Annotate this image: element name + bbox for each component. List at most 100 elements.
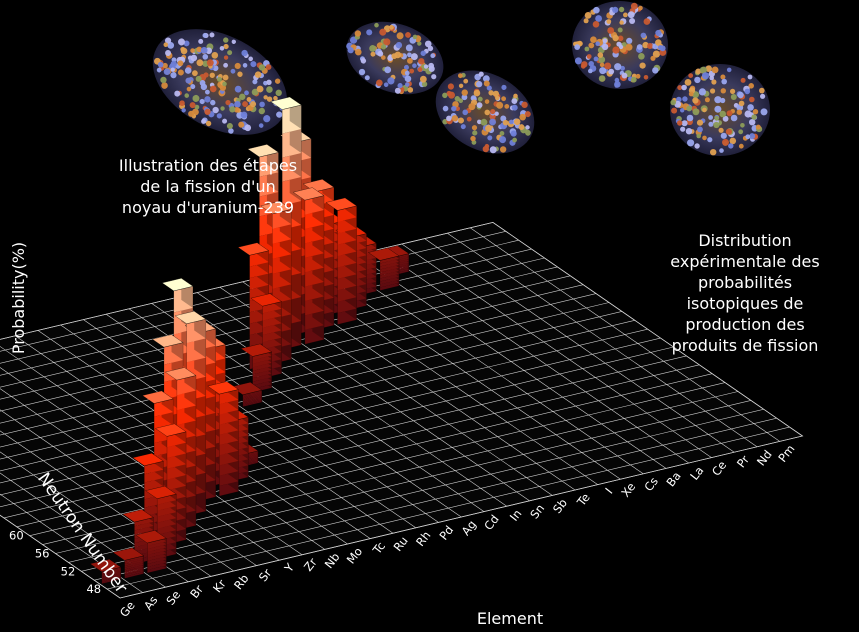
nucleon: [496, 101, 504, 109]
neutron-tick-label: 52: [61, 564, 76, 578]
nucleon: [598, 75, 606, 82]
nucleon: [177, 60, 184, 67]
nucleon: [738, 100, 745, 107]
nucleon: [252, 79, 258, 85]
nucleon: [623, 12, 628, 18]
neutron-tick-label: 60: [9, 529, 24, 543]
nucleon: [478, 71, 484, 77]
element-tick-label: Rh: [413, 528, 433, 549]
bar-face-front: [101, 578, 121, 584]
nucleon: [480, 118, 488, 126]
nucleon: [476, 81, 483, 88]
nucleon: [234, 85, 242, 93]
bar-outline: [337, 205, 357, 325]
nucleon: [424, 40, 432, 48]
nucleon: [484, 99, 490, 104]
nucleon: [688, 73, 694, 78]
nucleon: [593, 6, 600, 14]
bar-face-front: [134, 517, 154, 527]
nucleon: [655, 29, 662, 37]
bar-face-front: [242, 399, 262, 406]
bar-outline: [166, 431, 187, 545]
nucleon: [719, 110, 726, 118]
nucleon: [241, 49, 248, 57]
distribution-caption: Distribution expérimentale des probabili…: [670, 231, 820, 355]
nucleon: [512, 137, 518, 143]
nucleon: [256, 85, 264, 93]
nucleon: [202, 54, 209, 60]
nucleon: [250, 101, 257, 108]
illustration-caption: Illustration des étapes de la fission d'…: [118, 156, 298, 217]
nucleon: [404, 75, 412, 83]
nucleon: [397, 82, 403, 89]
bar-face-front: [124, 572, 144, 579]
nucleon: [161, 82, 168, 89]
nucleon: [722, 138, 729, 146]
element-tick-label: Br: [187, 582, 206, 601]
nucleon: [387, 77, 395, 85]
nucleon: [407, 57, 413, 64]
nucleon: [707, 137, 713, 143]
nucleon: [709, 75, 714, 81]
nucleon: [220, 106, 225, 111]
nucleon: [617, 35, 624, 42]
nucleon: [274, 78, 281, 84]
nucleon: [643, 18, 651, 25]
nucleon: [472, 130, 478, 136]
nucleon: [586, 54, 592, 59]
nucleon: [681, 120, 688, 127]
nucleon: [442, 105, 449, 112]
nucleus-blob: [572, 1, 668, 89]
nucleon: [485, 125, 492, 132]
bar-outline: [124, 555, 144, 579]
nucleon: [461, 89, 468, 96]
nucleon: [713, 121, 720, 129]
nucleon: [394, 51, 402, 59]
element-tick-label: Cd: [481, 512, 501, 533]
nucleon: [170, 67, 175, 72]
nucleon: [639, 62, 646, 69]
nucleon: [211, 52, 219, 59]
bar-face-front: [252, 359, 272, 368]
nucleon: [608, 68, 615, 75]
nucleon: [614, 81, 621, 88]
nucleon: [195, 75, 202, 82]
bar-face-front: [101, 568, 121, 575]
bar-face-front: [147, 562, 167, 570]
bar-face-front: [380, 276, 400, 285]
nucleon: [749, 119, 756, 126]
nucleon: [376, 79, 383, 87]
nucleon: [196, 59, 204, 67]
nucleon: [638, 53, 645, 60]
nucleon: [226, 122, 233, 129]
nucleon: [607, 27, 615, 34]
floor-gridline: [0, 328, 648, 484]
element-tick-label: Sn: [527, 501, 547, 521]
bar-face-front: [380, 270, 400, 279]
nucleon: [246, 97, 252, 102]
nucleon: [189, 102, 196, 109]
bar-face-front: [380, 282, 400, 291]
nucleon: [604, 62, 612, 70]
nucleon: [680, 108, 685, 113]
bar-face-front: [242, 401, 262, 407]
nucleon: [513, 118, 521, 126]
floor-gridline: [0, 284, 584, 424]
nucleon: [606, 19, 612, 24]
nucleon: [174, 90, 181, 97]
nucleon: [396, 32, 404, 40]
nucleon: [702, 135, 707, 141]
nucleon: [708, 121, 714, 127]
nucleon: [643, 75, 649, 80]
bar-face-front: [124, 568, 144, 575]
nucleon: [652, 67, 659, 74]
nucleon: [701, 72, 710, 80]
nucleon: [354, 30, 362, 37]
nucleon: [170, 72, 177, 79]
bar-Ge-50: [89, 559, 122, 585]
element-tick-label: Pm: [775, 442, 797, 465]
nucleon: [417, 67, 423, 72]
nucleon: [198, 38, 204, 44]
element-tick-label: I: [602, 485, 615, 496]
